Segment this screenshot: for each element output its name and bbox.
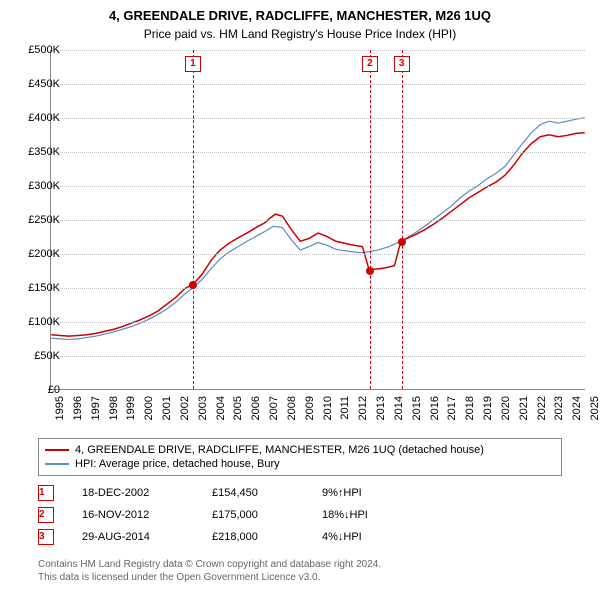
legend-item: 4, GREENDALE DRIVE, RADCLIFFE, MANCHESTE… xyxy=(45,443,555,457)
transaction-marker-box: 2 xyxy=(362,56,378,72)
transaction-row: 329-AUG-2014£218,0004% ↓ HPI xyxy=(38,526,442,548)
transaction-row: 118-DEC-2002£154,4509% ↑ HPI xyxy=(38,482,442,504)
page-subtitle: Price paid vs. HM Land Registry's House … xyxy=(0,23,600,45)
y-axis-label: £50K xyxy=(0,350,60,362)
transaction-row: 216-NOV-2012£175,00018% ↓ HPI xyxy=(38,504,442,526)
footer-attribution: Contains HM Land Registry data © Crown c… xyxy=(38,558,381,584)
x-axis-label: 2023 xyxy=(553,396,565,436)
transaction-dot xyxy=(189,281,197,289)
transaction-dot xyxy=(366,267,374,275)
footer-line-1: Contains HM Land Registry data © Crown c… xyxy=(38,558,381,571)
x-axis-label: 2025 xyxy=(589,396,600,436)
gridline xyxy=(51,186,585,187)
transaction-delta: 9% ↑ HPI xyxy=(322,487,442,499)
transaction-vline xyxy=(193,50,194,389)
x-axis-label: 2010 xyxy=(322,396,334,436)
x-axis-label: 2012 xyxy=(357,396,369,436)
gridline xyxy=(51,288,585,289)
transaction-row-marker: 1 xyxy=(38,485,54,501)
x-axis-label: 2004 xyxy=(215,396,227,436)
x-axis-label: 2020 xyxy=(500,396,512,436)
legend-box: 4, GREENDALE DRIVE, RADCLIFFE, MANCHESTE… xyxy=(38,438,562,476)
x-axis-label: 2005 xyxy=(232,396,244,436)
transaction-delta: 18% ↓ HPI xyxy=(322,509,442,521)
x-axis-label: 2007 xyxy=(268,396,280,436)
x-axis-label: 1998 xyxy=(108,396,120,436)
x-axis-label: 2018 xyxy=(464,396,476,436)
transaction-date: 29-AUG-2014 xyxy=(54,531,212,543)
x-axis-label: 2006 xyxy=(250,396,262,436)
x-axis-label: 1996 xyxy=(72,396,84,436)
x-axis-label: 2002 xyxy=(179,396,191,436)
transaction-row-marker: 3 xyxy=(38,529,54,545)
transaction-price: £175,000 xyxy=(212,509,322,521)
x-axis-label: 2013 xyxy=(375,396,387,436)
transaction-dot xyxy=(398,238,406,246)
y-axis-label: £350K xyxy=(0,146,60,158)
gridline xyxy=(51,118,585,119)
x-axis-label: 2021 xyxy=(518,396,530,436)
y-axis-label: £400K xyxy=(0,112,60,124)
x-axis-label: 2001 xyxy=(161,396,173,436)
gridline xyxy=(51,254,585,255)
gridline xyxy=(51,50,585,51)
x-axis-label: 2003 xyxy=(197,396,209,436)
gridline xyxy=(51,356,585,357)
y-axis-label: £450K xyxy=(0,78,60,90)
transaction-vline xyxy=(402,50,403,389)
x-axis-label: 2009 xyxy=(304,396,316,436)
gridline xyxy=(51,220,585,221)
x-axis-label: 2024 xyxy=(571,396,583,436)
x-axis-label: 2019 xyxy=(482,396,494,436)
x-axis-label: 1997 xyxy=(90,396,102,436)
legend-label: 4, GREENDALE DRIVE, RADCLIFFE, MANCHESTE… xyxy=(75,444,484,456)
transaction-table: 118-DEC-2002£154,4509% ↑ HPI216-NOV-2012… xyxy=(38,482,442,548)
x-axis-label: 2011 xyxy=(339,396,351,436)
chart-container: 4, GREENDALE DRIVE, RADCLIFFE, MANCHESTE… xyxy=(0,0,600,590)
transaction-date: 16-NOV-2012 xyxy=(54,509,212,521)
y-axis-label: £200K xyxy=(0,248,60,260)
y-axis-label: £300K xyxy=(0,180,60,192)
legend-swatch xyxy=(45,449,69,451)
transaction-price: £154,450 xyxy=(212,487,322,499)
x-axis-label: 2015 xyxy=(411,396,423,436)
transaction-row-marker: 2 xyxy=(38,507,54,523)
y-axis-label: £150K xyxy=(0,282,60,294)
gridline xyxy=(51,152,585,153)
legend-item: HPI: Average price, detached house, Bury xyxy=(45,457,555,471)
transaction-marker-box: 3 xyxy=(394,56,410,72)
y-axis-label: £500K xyxy=(0,44,60,56)
legend-label: HPI: Average price, detached house, Bury xyxy=(75,458,280,470)
page-title: 4, GREENDALE DRIVE, RADCLIFFE, MANCHESTE… xyxy=(0,0,600,23)
transaction-delta: 4% ↓ HPI xyxy=(322,531,442,543)
x-axis-label: 2016 xyxy=(429,396,441,436)
legend-swatch xyxy=(45,463,69,465)
x-axis-label: 2008 xyxy=(286,396,298,436)
gridline xyxy=(51,322,585,323)
x-axis-label: 2022 xyxy=(536,396,548,436)
transaction-vline xyxy=(370,50,371,389)
x-axis-label: 1999 xyxy=(125,396,137,436)
transaction-price: £218,000 xyxy=(212,531,322,543)
y-axis-label: £250K xyxy=(0,214,60,226)
series-property xyxy=(51,133,584,336)
y-axis-label: £100K xyxy=(0,316,60,328)
x-axis-label: 2014 xyxy=(393,396,405,436)
gridline xyxy=(51,84,585,85)
y-axis-label: £0 xyxy=(0,384,60,396)
transaction-marker-box: 1 xyxy=(185,56,201,72)
footer-line-2: This data is licensed under the Open Gov… xyxy=(38,571,381,584)
chart-plot-area: 1 23 xyxy=(50,50,585,390)
x-axis-label: 2017 xyxy=(446,396,458,436)
x-axis-label: 2000 xyxy=(143,396,155,436)
transaction-date: 18-DEC-2002 xyxy=(54,487,212,499)
x-axis-label: 1995 xyxy=(54,396,66,436)
